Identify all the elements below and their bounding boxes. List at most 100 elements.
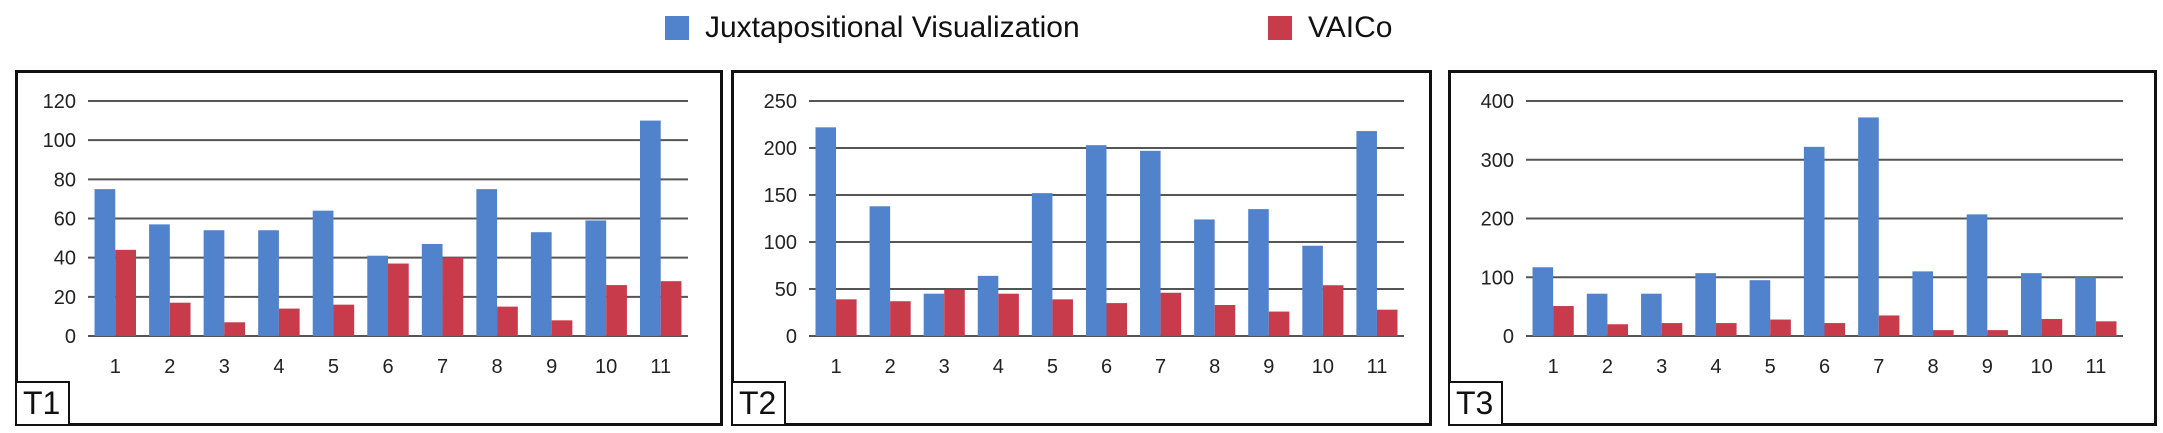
x-tick-label: 4 [1710, 356, 1721, 378]
bar-vaico [1770, 319, 1791, 336]
bar-juxtapositional [367, 255, 388, 336]
bar-vaico [169, 302, 191, 336]
x-tick-label: 3 [1656, 356, 1667, 378]
bar-vaico [2041, 318, 2063, 336]
x-tick-label: 10 [2030, 356, 2052, 378]
bar-juxtapositional [421, 243, 443, 336]
bar-juxtapositional [94, 189, 116, 336]
bar-juxtapositional [1356, 131, 1377, 336]
legend-item-vaico: VAICo [1268, 8, 1392, 48]
legend-label-vaico: VAICo [1308, 11, 1393, 44]
y-tick-label: 60 [54, 209, 76, 231]
legend-swatch-vaico [1268, 16, 1292, 40]
bar-vaico [388, 263, 409, 336]
x-tick-label: 6 [1819, 356, 1830, 378]
x-tick-label: 1 [830, 356, 841, 378]
bar-juxtapositional [476, 189, 498, 336]
bar-vaico [442, 257, 464, 336]
y-tick-label: 100 [43, 130, 76, 152]
bar-juxtapositional [1641, 293, 1662, 336]
bar-juxtapositional [1140, 150, 1161, 336]
y-tick-label: 300 [1481, 150, 1514, 172]
bar-vaico [551, 320, 573, 336]
bar-vaico [1878, 315, 1900, 336]
bar-chart-t2: 0 50 100 150 200 250 1 2 3 4 5 6 7 8 9 10 11 [764, 91, 1404, 378]
x-tick-label: 6 [382, 356, 393, 378]
bar-juxtapositional [1803, 146, 1825, 336]
x-tick-label: 8 [1209, 356, 1220, 378]
x-tick-label: 3 [939, 356, 950, 378]
y-tick-label: 150 [764, 185, 797, 207]
bar-juxtapositional [1248, 209, 1269, 336]
x-tick-label: 2 [885, 356, 896, 378]
x-tick-label: 5 [1047, 356, 1058, 378]
x-tick-label: 10 [1312, 356, 1334, 378]
y-tick-label: 120 [43, 91, 76, 113]
bar-juxtapositional [1858, 117, 1879, 336]
x-tick-label: 6 [1101, 356, 1112, 378]
bar-juxtapositional [1749, 280, 1771, 336]
bar-juxtapositional [203, 230, 225, 336]
y-tick-label: 200 [1481, 209, 1514, 231]
bar-juxtapositional [585, 220, 607, 336]
chart-panel-t1: 0 20 40 60 80 100 120 1 2 3 4 5 6 7 8 9 10 11 T1 [15, 70, 723, 426]
bar-vaico [606, 285, 627, 336]
bar-chart-t3: 0 100 200 300 400 1 2 3 4 5 6 7 8 9 10 11 [1481, 91, 2123, 378]
bar-vaico [1933, 330, 1954, 336]
y-tick-label: 100 [1481, 267, 1514, 289]
bar-vaico [1052, 299, 1073, 336]
x-tick-label: 4 [993, 356, 1004, 378]
bar-juxtapositional [815, 127, 837, 336]
x-tick-label: 2 [1602, 356, 1613, 378]
x-tick-label: 8 [1927, 356, 1938, 378]
y-tick-label: 0 [1503, 326, 1514, 348]
bar-vaico [1607, 324, 1629, 336]
bar-vaico [1824, 323, 1846, 336]
bar-juxtapositional [1966, 214, 1988, 336]
bar-vaico [278, 308, 300, 336]
x-tick-label: 7 [1873, 356, 1884, 378]
x-tick-label: 1 [1548, 356, 1559, 378]
bar-vaico [1987, 330, 2008, 336]
y-tick-label: 50 [775, 279, 797, 301]
bar-juxtapositional [258, 230, 279, 336]
y-tick-label: 0 [786, 326, 797, 348]
bar-vaico [1268, 311, 1290, 336]
bar-juxtapositional [1031, 193, 1053, 336]
bar-vaico [1715, 323, 1737, 336]
bar-juxtapositional [1532, 267, 1554, 336]
bar-vaico [1661, 323, 1683, 336]
bar-vaico [1322, 285, 1344, 336]
bar-juxtapositional [149, 224, 170, 336]
bar-juxtapositional [2020, 273, 2042, 336]
y-tick-label: 100 [764, 232, 797, 254]
x-tick-label: 4 [273, 356, 284, 378]
bar-vaico [224, 322, 246, 336]
x-tick-label: 11 [1367, 356, 1388, 378]
x-tick-label: 11 [650, 356, 671, 378]
chart-legend: Juxtapositional Visualization VAICo [0, 8, 2163, 48]
legend-swatch-juxtapositional [665, 16, 689, 40]
legend-label-juxtapositional: Juxtapositional Visualization [705, 11, 1080, 44]
bar-vaico [944, 289, 965, 336]
x-tick-label: 8 [492, 356, 503, 378]
bar-juxtapositional [1912, 271, 1934, 336]
x-tick-label: 1 [110, 356, 121, 378]
panel-label-t2: T2 [731, 381, 787, 426]
bar-vaico [1214, 304, 1236, 336]
bar-vaico [1106, 303, 1128, 336]
bar-juxtapositional [640, 120, 661, 336]
bar-vaico [1160, 292, 1182, 336]
bar-juxtapositional [1085, 145, 1107, 336]
x-tick-label: 10 [595, 356, 617, 378]
x-tick-label: 3 [219, 356, 230, 378]
panel-label-t1: T1 [15, 381, 71, 426]
bar-vaico [1553, 306, 1574, 336]
y-tick-label: 20 [54, 287, 76, 309]
bar-juxtapositional [1586, 293, 1608, 336]
panel-label-t3: T3 [1448, 381, 1504, 426]
bar-juxtapositional [923, 293, 945, 336]
x-tick-label: 2 [164, 356, 175, 378]
x-tick-label: 5 [1765, 356, 1776, 378]
y-tick-label: 250 [764, 91, 797, 113]
